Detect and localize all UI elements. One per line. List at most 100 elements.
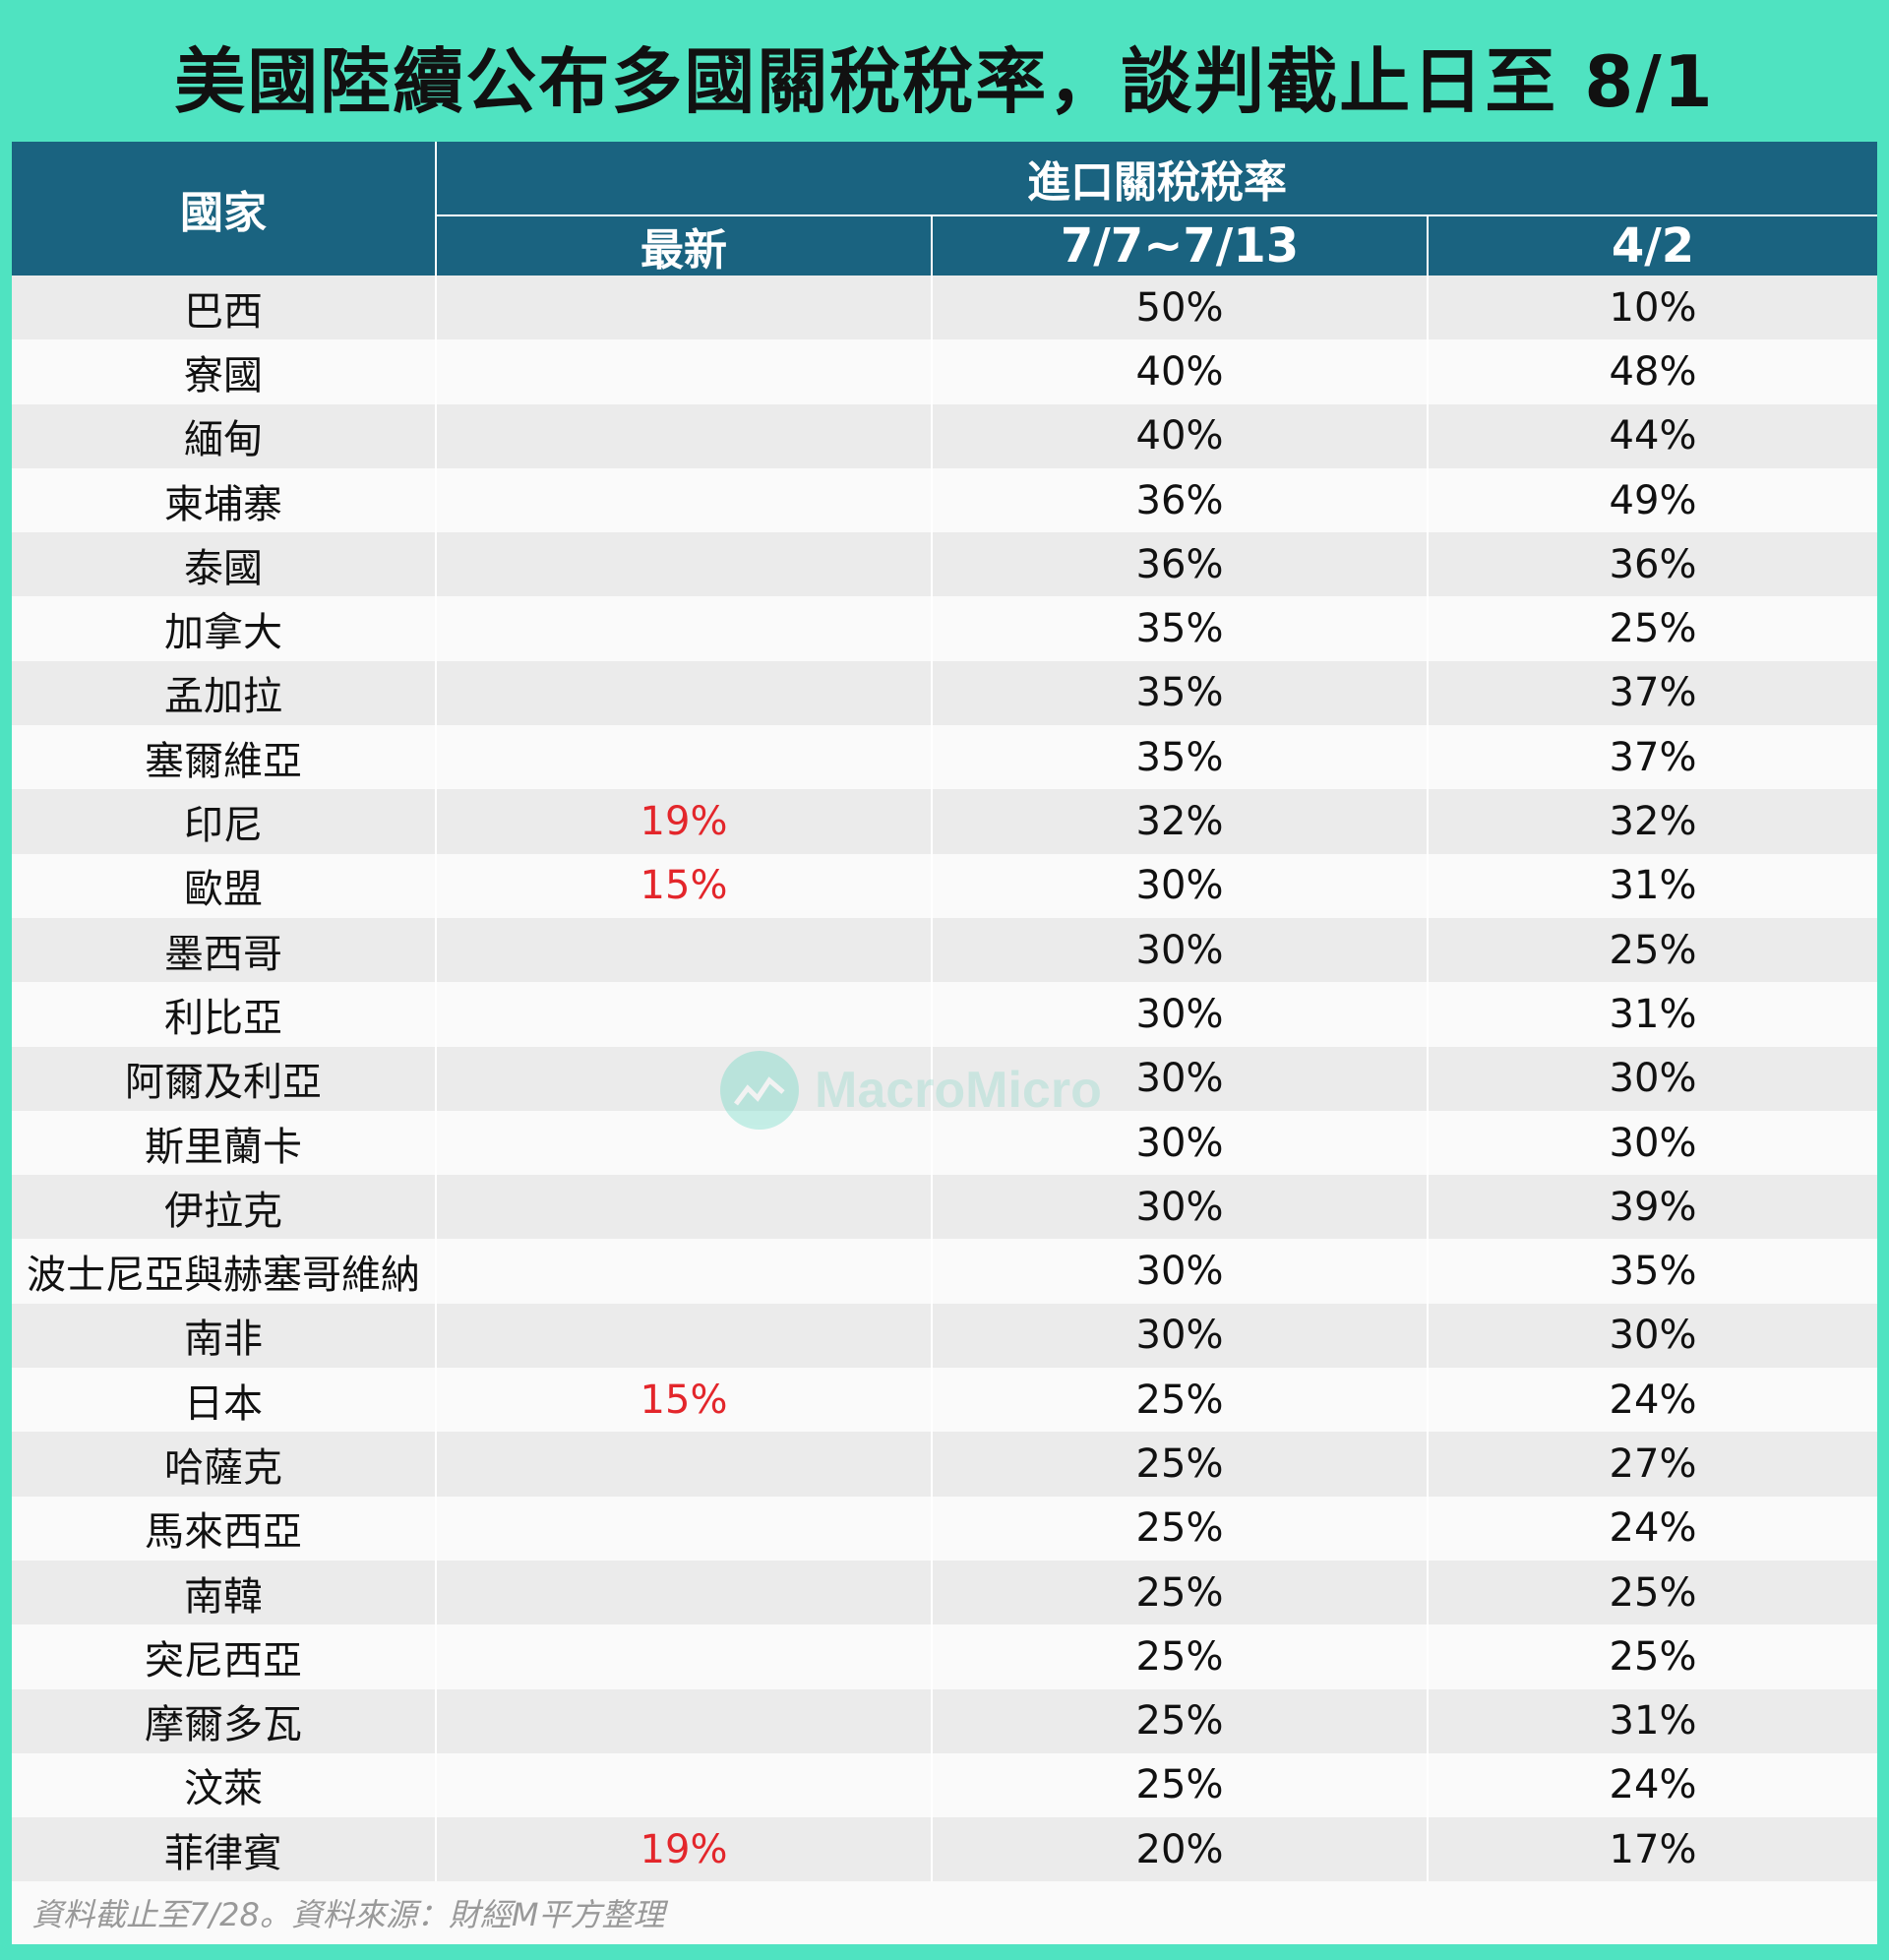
cell-latest xyxy=(437,403,933,468)
header-tariff-group: 進口關稅稅率 xyxy=(437,142,1877,216)
table-row: 利比亞 30% 31% xyxy=(12,982,1877,1047)
cell-latest xyxy=(437,982,933,1047)
table-row: 突尼西亞 25% 25% xyxy=(12,1624,1877,1689)
table-row: 孟加拉 35% 37% xyxy=(12,660,1877,726)
cell-latest xyxy=(437,1688,933,1753)
table-row: 泰國 36% 36% xyxy=(12,532,1877,597)
table-row: 加拿大 35% 25% xyxy=(12,596,1877,661)
table-body: 巴西 50% 10% 寮國 40% 48% 緬甸 40% 44% 柬埔寨 36% 49% 泰國 36% 36… xyxy=(12,276,1877,1882)
cell-country: 泰國 xyxy=(12,532,437,597)
cell-country: 緬甸 xyxy=(12,403,437,468)
cell-jul-7-13: 20% xyxy=(933,1817,1429,1882)
cell-apr-2: 37% xyxy=(1609,734,1697,780)
table-row: 南韓 25% 25% xyxy=(12,1560,1877,1625)
cell-jul-7-13: 30% xyxy=(933,982,1429,1047)
cell-jul-7-13: 25% xyxy=(933,1752,1429,1818)
header-jul-7-13: 7/7~7/13 xyxy=(933,216,1429,276)
infographic-frame: 美國陸續公布多國關稅稅率，談判截止日至 8/1 國家 進口關稅稅率 最新 7/7… xyxy=(8,8,1881,1952)
cell-jul-7-13: 32% xyxy=(933,789,1429,854)
cell-apr-2: 31% xyxy=(1609,863,1697,909)
cell-jul-7-13: 35% xyxy=(933,725,1429,790)
cell-latest: 15% xyxy=(437,853,933,918)
cell-country: 利比亞 xyxy=(12,982,437,1047)
cell-country: 南非 xyxy=(12,1303,437,1369)
cell-jul-7-13: 30% xyxy=(933,1110,1429,1176)
cell-country: 加拿大 xyxy=(12,596,437,661)
cell-jul-7-13: 30% xyxy=(933,1175,1429,1240)
cell-latest xyxy=(437,532,933,597)
tariff-table: 國家 進口關稅稅率 最新 7/7~7/13 4/2 巴西 50% 10% 寮國 40% 4… xyxy=(12,142,1877,1945)
cell-country: 菲律賓 xyxy=(12,1817,437,1882)
cell-apr-2: 49% xyxy=(1609,477,1697,523)
cell-country: 歐盟 xyxy=(12,853,437,918)
table-row: 斯里蘭卡 30% 30% xyxy=(12,1110,1877,1176)
table-row: 阿爾及利亞 30% 30% xyxy=(12,1046,1877,1111)
table-row: 寮國 40% 48% xyxy=(12,339,1877,404)
cell-apr-2: 27% xyxy=(1609,1440,1697,1487)
cell-country: 伊拉克 xyxy=(12,1175,437,1240)
cell-latest xyxy=(437,1239,933,1304)
cell-jul-7-13: 25% xyxy=(933,1368,1429,1433)
cell-country: 塞爾維亞 xyxy=(12,725,437,790)
cell-latest xyxy=(437,1432,933,1497)
cell-latest: 19% xyxy=(437,789,933,854)
cell-apr-2: 24% xyxy=(1609,1762,1697,1808)
header-latest: 最新 xyxy=(437,216,933,276)
cell-country: 墨西哥 xyxy=(12,917,437,983)
cell-jul-7-13: 35% xyxy=(933,660,1429,726)
table-row: 菲律賓 19% 20% 17% xyxy=(12,1817,1877,1882)
cell-jul-7-13: 30% xyxy=(933,1303,1429,1369)
cell-country: 突尼西亞 xyxy=(12,1624,437,1689)
cell-country: 寮國 xyxy=(12,339,437,404)
cell-country: 巴西 xyxy=(12,276,437,340)
table-row: 印尼 19% 32% 32% xyxy=(12,789,1877,854)
table-row: 墨西哥 30% 25% xyxy=(12,917,1877,983)
table-row: 柬埔寨 36% 49% xyxy=(12,467,1877,533)
cell-apr-2: 24% xyxy=(1609,1377,1697,1423)
cell-jul-7-13: 25% xyxy=(933,1688,1429,1753)
cell-latest xyxy=(437,917,933,983)
cell-jul-7-13: 30% xyxy=(933,917,1429,983)
cell-apr-2: 30% xyxy=(1609,1056,1697,1102)
cell-apr-2: 24% xyxy=(1609,1505,1697,1552)
cell-jul-7-13: 40% xyxy=(933,339,1429,404)
cell-latest: 19% xyxy=(437,1817,933,1882)
table-row: 巴西 50% 10% xyxy=(12,276,1877,340)
cell-apr-2: 25% xyxy=(1609,606,1697,652)
cell-latest xyxy=(437,1624,933,1689)
cell-latest xyxy=(437,660,933,726)
cell-apr-2: 25% xyxy=(1609,1633,1697,1680)
cell-latest xyxy=(437,467,933,533)
cell-apr-2: 30% xyxy=(1609,1313,1697,1359)
cell-apr-2: 25% xyxy=(1609,1569,1697,1616)
cell-latest xyxy=(437,725,933,790)
table-header: 國家 進口關稅稅率 最新 7/7~7/13 4/2 xyxy=(12,142,1877,276)
cell-latest xyxy=(437,339,933,404)
cell-apr-2: 35% xyxy=(1609,1249,1697,1295)
table-row: 伊拉克 30% 39% xyxy=(12,1175,1877,1240)
cell-country: 摩爾多瓦 xyxy=(12,1688,437,1753)
cell-latest xyxy=(437,276,933,340)
cell-jul-7-13: 40% xyxy=(933,403,1429,468)
table-row: 摩爾多瓦 25% 31% xyxy=(12,1688,1877,1753)
cell-jul-7-13: 35% xyxy=(933,596,1429,661)
table-row: 波士尼亞與赫塞哥維納 30% 35% xyxy=(12,1239,1877,1304)
cell-country: 孟加拉 xyxy=(12,660,437,726)
table-row: 哈薩克 25% 27% xyxy=(12,1432,1877,1497)
cell-jul-7-13: 30% xyxy=(933,853,1429,918)
cell-jul-7-13: 25% xyxy=(933,1432,1429,1497)
cell-latest xyxy=(437,1560,933,1625)
table-row: 歐盟 15% 30% 31% xyxy=(12,853,1877,918)
cell-latest: 15% xyxy=(437,1368,933,1433)
table-row: 馬來西亞 25% 24% xyxy=(12,1496,1877,1561)
cell-jul-7-13: 36% xyxy=(933,467,1429,533)
cell-apr-2: 36% xyxy=(1609,541,1697,587)
table-row: 南非 30% 30% xyxy=(12,1303,1877,1369)
cell-apr-2: 10% xyxy=(1609,284,1697,331)
cell-country: 汶萊 xyxy=(12,1752,437,1818)
cell-jul-7-13: 25% xyxy=(933,1560,1429,1625)
cell-latest xyxy=(437,1175,933,1240)
cell-latest xyxy=(437,1752,933,1818)
cell-latest xyxy=(437,596,933,661)
cell-country: 斯里蘭卡 xyxy=(12,1110,437,1176)
